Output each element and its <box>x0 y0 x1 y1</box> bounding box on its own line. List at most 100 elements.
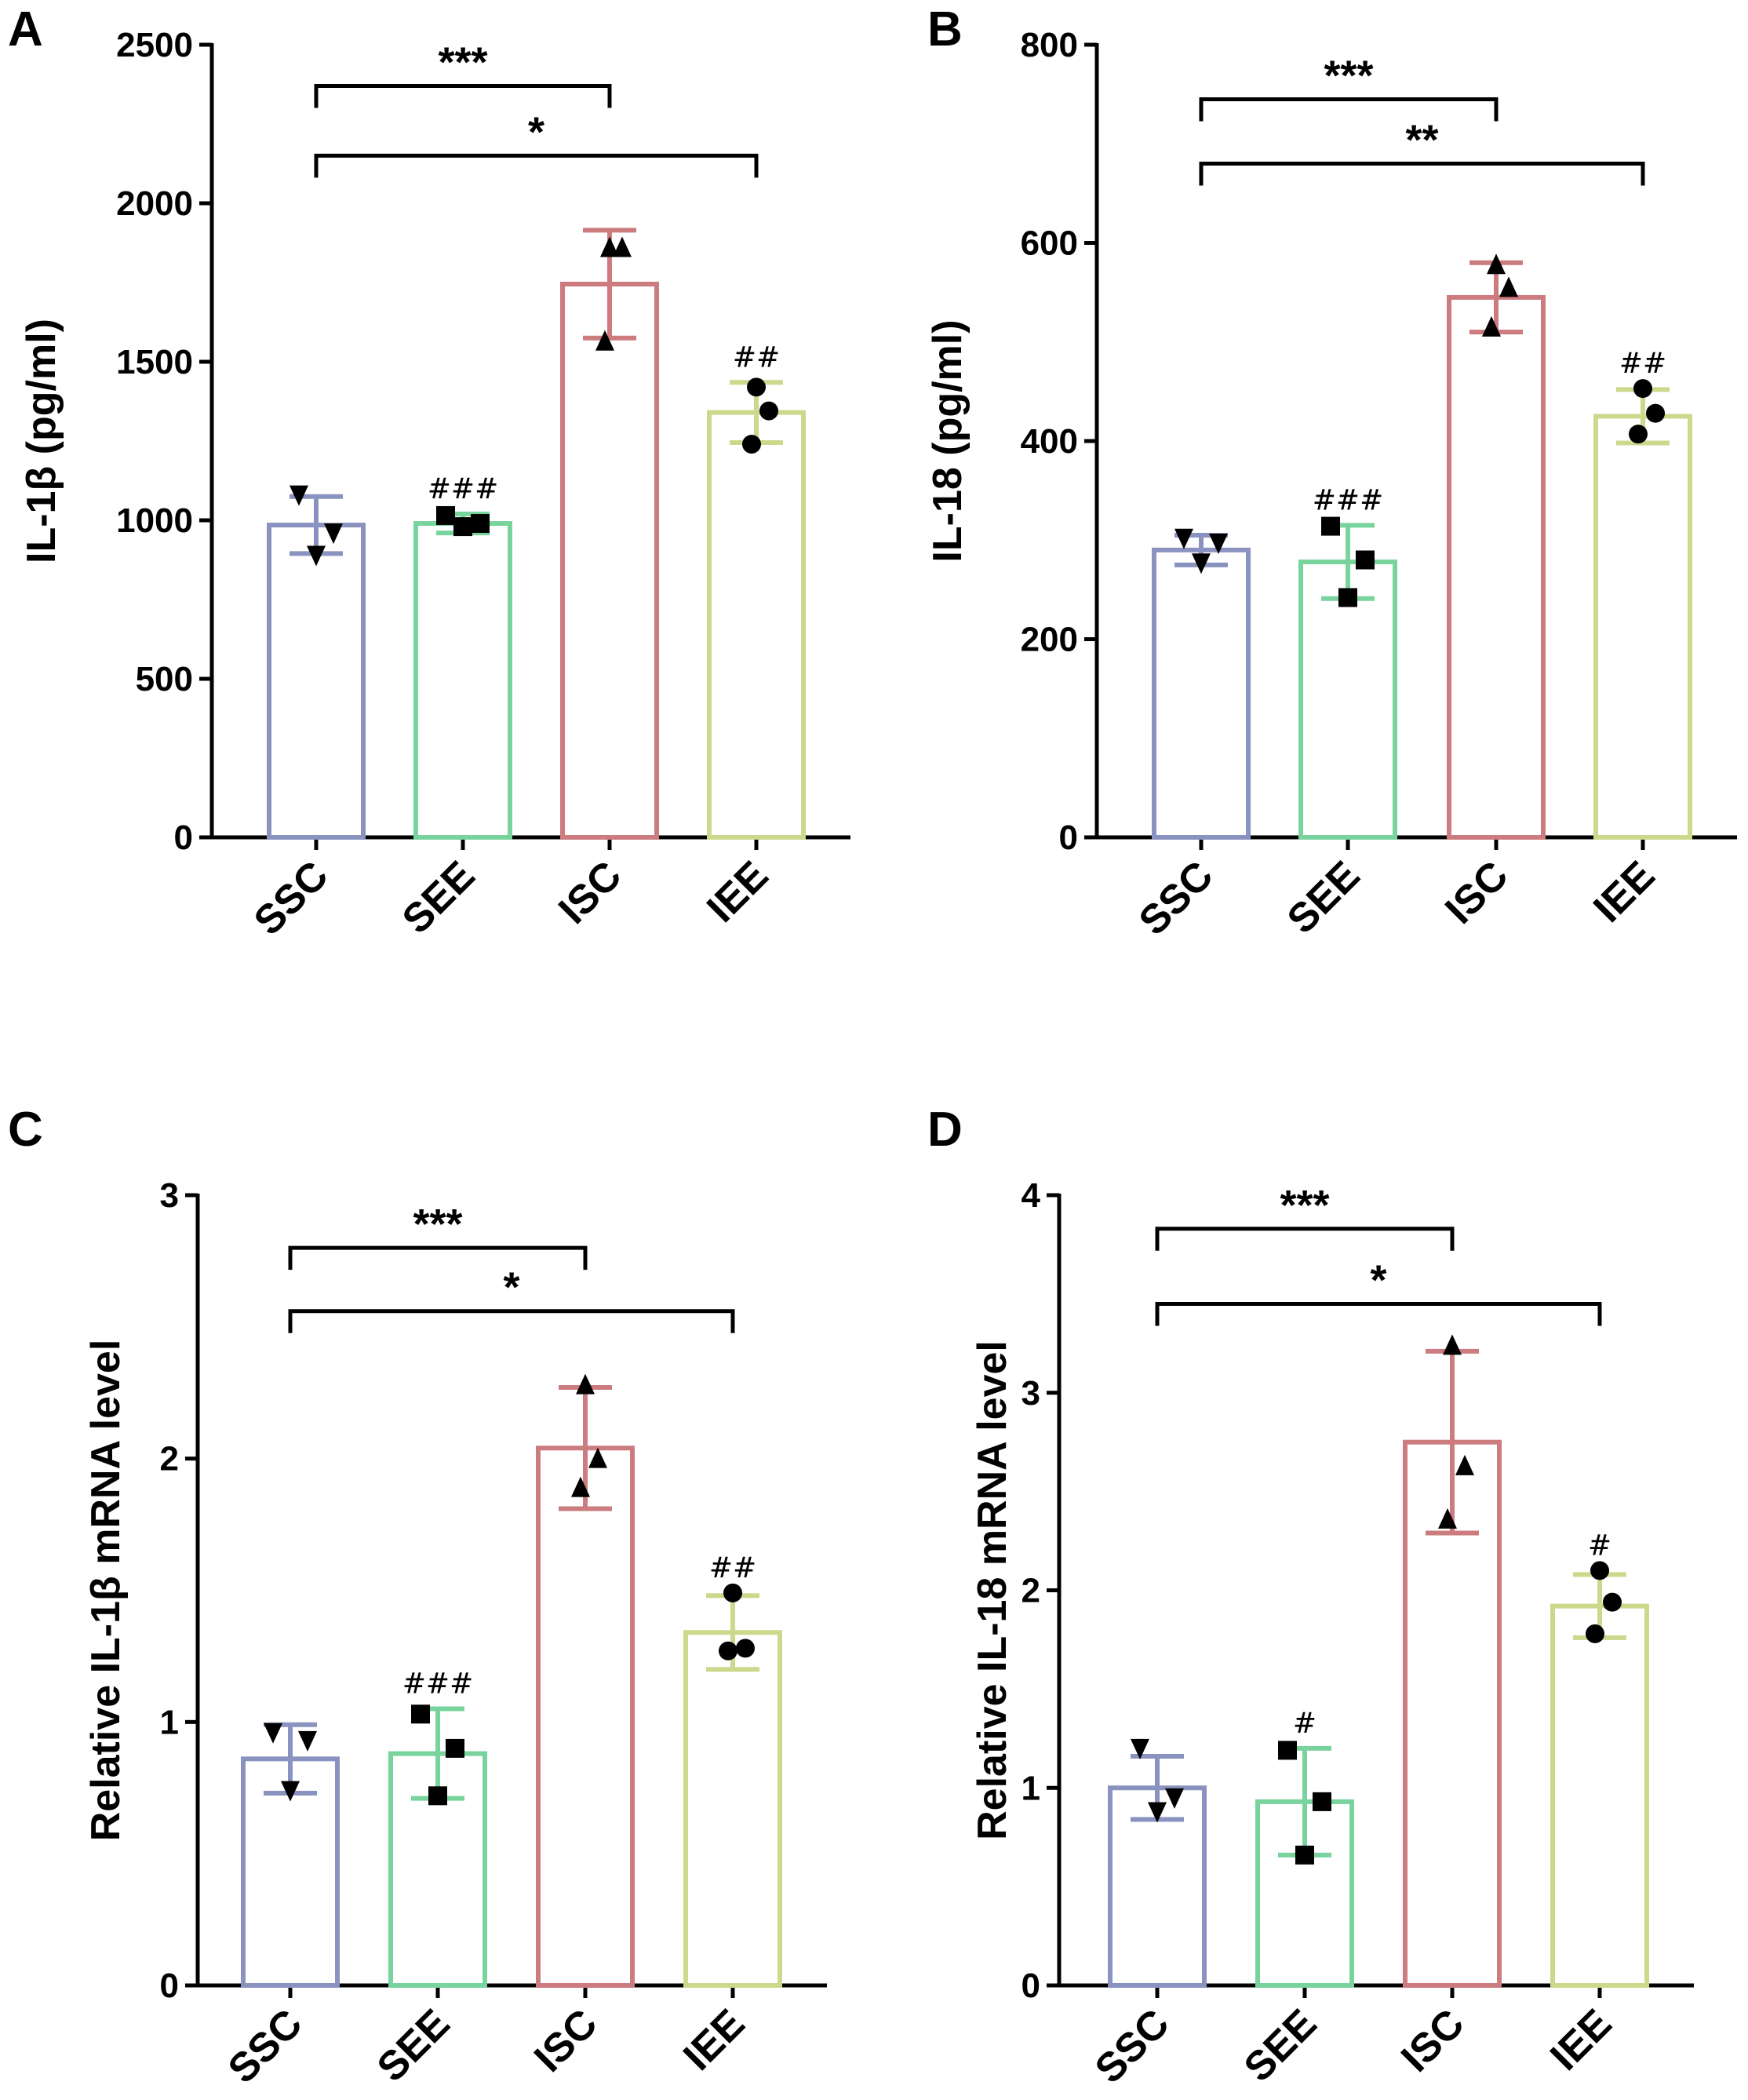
y-tick-label: 0 <box>1059 818 1078 857</box>
x-tick-label-ssc: SSC <box>1131 852 1222 944</box>
data-point-ssc <box>298 1730 317 1752</box>
data-point-iee <box>1586 1624 1604 1643</box>
significance-label: *** <box>413 1201 462 1248</box>
hash-annotation: ## <box>733 341 780 374</box>
bar-isc <box>560 282 659 840</box>
significance-label: *** <box>438 39 487 86</box>
data-point-iee <box>747 377 766 397</box>
y-tick-label: 4 <box>1021 1176 1041 1215</box>
significance-bracket <box>1199 97 1499 122</box>
bar-isc <box>1447 294 1546 840</box>
y-tick-label: 1 <box>1021 1769 1040 1807</box>
data-point-iee <box>1603 1592 1622 1612</box>
y-tick-label: 400 <box>1021 422 1078 461</box>
significance-bracket <box>314 153 759 178</box>
bar-ssc <box>1152 547 1251 840</box>
data-point-ssc <box>290 485 308 506</box>
hash-annotation: ## <box>709 1552 756 1584</box>
x-tick-label-iee: IEE <box>1585 852 1663 931</box>
y-axis-label: Relative IL-1β mRNA level <box>83 1340 129 1842</box>
chart-panel-a: A IL-1β (pg/ml) 0 500 1000 1500 2000 2500 SSC SEE… <box>8 2 850 944</box>
y-axis-label: IL-1β (pg/ml) <box>19 319 64 563</box>
hash-annotation: ### <box>1313 484 1384 516</box>
significance-bracket <box>288 1245 588 1271</box>
panel-letter: A <box>8 2 43 57</box>
data-point-ssc <box>1165 1788 1184 1809</box>
data-point-see <box>471 514 490 534</box>
x-tick-label-isc: ISC <box>526 2000 606 2080</box>
data-point-see <box>1356 550 1375 570</box>
x-tick-label-see: SEE <box>369 2000 459 2091</box>
data-point-iee <box>759 401 778 421</box>
y-tick-label: 500 <box>136 660 193 698</box>
y-tick-label: 200 <box>1021 621 1078 659</box>
chart-panel-c: C Relative IL-1β mRNA level 0 1 2 3 SSC SEE ISC I… <box>8 1103 827 2092</box>
y-tick-label: 2500 <box>116 26 193 64</box>
x-tick-label-ssc: SSC <box>220 2000 311 2092</box>
data-point-iee <box>1590 1561 1609 1580</box>
data-point-ssc <box>281 1781 300 1802</box>
bar-iee <box>683 1630 782 1989</box>
data-point-see <box>1338 588 1357 607</box>
data-point-ssc <box>1174 528 1193 549</box>
data-point-isc <box>1487 253 1506 275</box>
y-tick-label: 3 <box>160 1176 179 1215</box>
data-point-isc <box>600 236 619 257</box>
bar-ssc <box>267 523 366 840</box>
y-tick-label: 2 <box>160 1440 179 1478</box>
data-point-ssc <box>1192 553 1211 574</box>
significance-label: ** <box>1405 117 1438 164</box>
y-tick-label: 2000 <box>116 184 193 223</box>
data-point-ssc <box>324 523 343 545</box>
panel-letter: B <box>927 2 963 57</box>
significance-bracket <box>314 84 612 108</box>
data-point-isc <box>595 330 614 351</box>
data-point-see <box>428 1786 447 1806</box>
y-tick-label: 3 <box>1021 1374 1040 1413</box>
data-point-isc <box>588 1447 607 1468</box>
x-tick-label-iee: IEE <box>1542 2000 1620 2079</box>
y-tick-label: 0 <box>160 1967 179 2005</box>
significance-label: *** <box>1280 1182 1329 1229</box>
significance-label: * <box>528 108 544 155</box>
y-axis-label: Relative IL-18 mRNA level <box>970 1340 1015 1840</box>
significance-label: * <box>1370 1256 1386 1303</box>
data-point-ssc <box>1209 534 1228 555</box>
significance-label: * <box>503 1264 519 1311</box>
y-tick-label: 1500 <box>116 343 193 381</box>
data-point-isc <box>1443 1334 1462 1355</box>
x-tick-label-ssc: SSC <box>1087 2000 1178 2092</box>
hash-annotation: ### <box>428 473 499 505</box>
data-point-see <box>453 517 472 537</box>
data-point-iee <box>719 1641 737 1661</box>
x-tick-label-isc: ISC <box>1393 2000 1473 2080</box>
x-tick-label-see: SEE <box>394 852 484 942</box>
x-tick-label-see: SEE <box>1279 852 1369 942</box>
data-point-see <box>446 1738 464 1758</box>
y-tick-label: 2 <box>1021 1572 1040 1610</box>
data-point-see <box>1313 1792 1331 1811</box>
y-tick-label: 1000 <box>116 501 193 540</box>
chart-panel-d: D Relative IL-18 mRNA level 0 1 2 3 4 SSC SEE ISC… <box>927 1103 1694 2092</box>
data-point-ssc <box>264 1723 282 1744</box>
data-point-isc <box>1438 1508 1457 1529</box>
panel-letter: D <box>927 1103 963 1157</box>
hash-annotation: # <box>1293 1708 1316 1740</box>
x-tick-label-isc: ISC <box>550 852 630 932</box>
data-point-iee <box>736 1639 755 1658</box>
x-tick-label-see: SEE <box>1236 2000 1326 2091</box>
data-point-iee <box>1633 379 1652 399</box>
y-axis-label: IL-18 (pg/ml) <box>925 319 971 562</box>
data-point-see <box>1295 1845 1314 1865</box>
data-point-ssc <box>307 545 326 567</box>
significance-bracket <box>1155 1301 1602 1326</box>
bar-iee <box>1593 414 1692 840</box>
significance-bracket <box>288 1309 735 1333</box>
x-tick-label-ssc: SSC <box>246 852 337 944</box>
data-point-see <box>436 505 455 525</box>
panel-letter: C <box>8 1103 43 1157</box>
data-point-ssc <box>1131 1738 1149 1759</box>
bar-iee <box>1550 1603 1649 1988</box>
data-point-iee <box>1646 403 1665 423</box>
